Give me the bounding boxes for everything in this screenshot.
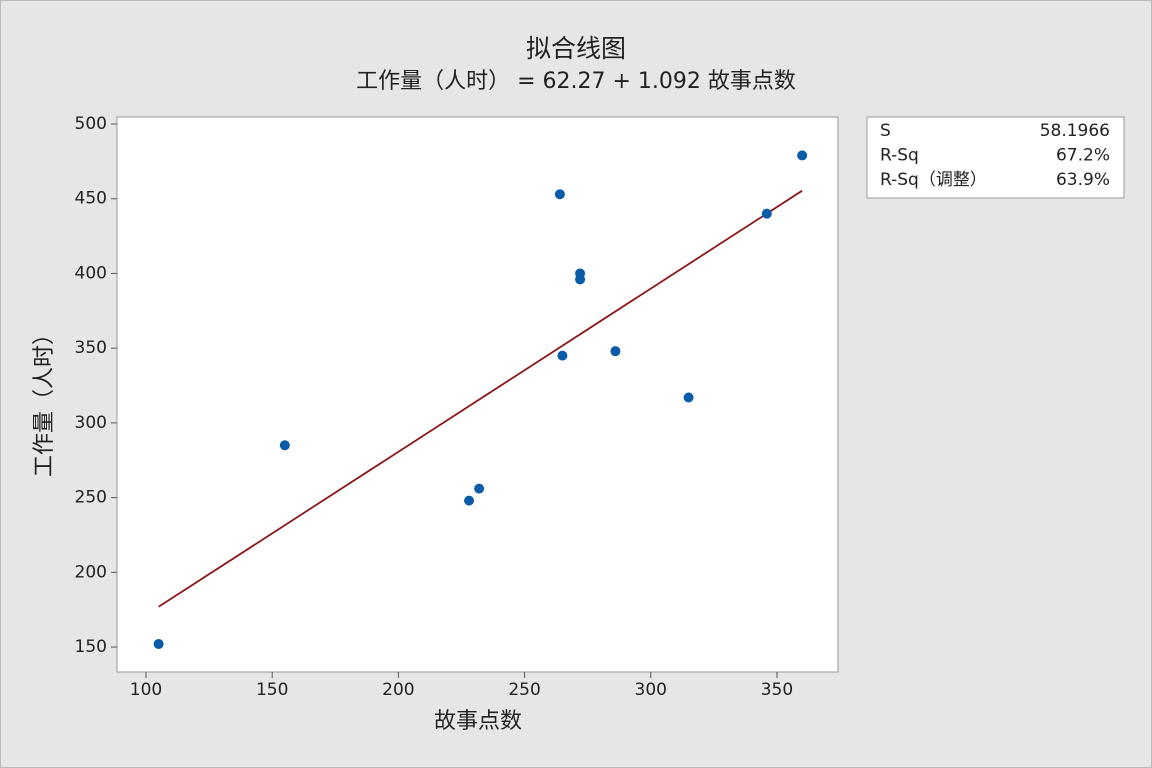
y-tick-label: 500 [75, 114, 107, 134]
y-tick-label: 350 [75, 338, 107, 358]
point [683, 392, 694, 403]
stat-value: 63.9% [1056, 170, 1110, 190]
y-tick-label: 400 [75, 263, 107, 283]
stat-value: 58.1966 [1040, 121, 1110, 141]
y-tick-label: 200 [75, 562, 107, 582]
x-tick-label: 150 [256, 680, 288, 700]
x-tick-label: 350 [761, 680, 793, 700]
point [575, 274, 586, 285]
x-tick-label: 100 [130, 680, 162, 700]
chart-title: 拟合线图 [526, 34, 626, 63]
point [554, 189, 565, 200]
stat-label: S [880, 121, 891, 141]
x-tick-label: 300 [635, 680, 667, 700]
point [153, 639, 164, 650]
point [610, 346, 621, 357]
y-tick-label: 150 [75, 637, 107, 657]
y-tick-label: 250 [75, 488, 107, 508]
plot-area [116, 116, 839, 673]
chart-subtitle: 工作量（人时） = 62.27 + 1.092 故事点数 [356, 69, 796, 94]
y-tick-label: 450 [75, 189, 107, 209]
stat-label: R-Sq（调整） [880, 170, 987, 190]
point [474, 483, 485, 494]
y-tick-label: 300 [75, 413, 107, 433]
stat-label: R-Sq [880, 146, 919, 166]
x-axis-label: 故事点数 [434, 709, 522, 734]
point [464, 495, 475, 506]
point [557, 350, 568, 361]
stats-box [866, 116, 1125, 199]
point [279, 440, 290, 451]
y-axis-label: 工作量（人时） [32, 323, 57, 477]
x-tick-label: 250 [508, 680, 540, 700]
point [797, 150, 808, 161]
x-tick-label: 200 [382, 680, 414, 700]
stat-value: 67.2% [1056, 146, 1110, 166]
point [761, 208, 772, 219]
fit-line [158, 189, 803, 608]
